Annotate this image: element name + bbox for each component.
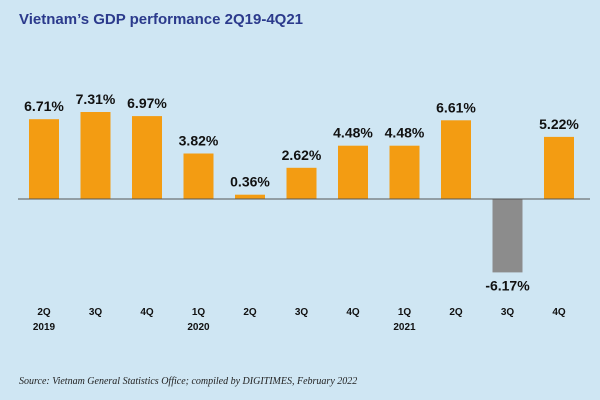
x-tick-label: 1Q bbox=[192, 307, 206, 318]
x-tick-label: 4Q bbox=[140, 307, 154, 318]
bar bbox=[235, 194, 265, 199]
data-label: 5.22% bbox=[539, 116, 579, 132]
x-tick-label: 3Q bbox=[501, 307, 515, 318]
data-label: 4.48% bbox=[333, 125, 373, 141]
bar bbox=[80, 112, 111, 199]
bar bbox=[29, 119, 59, 199]
x-tick-label: 4Q bbox=[346, 307, 360, 318]
bar bbox=[132, 116, 162, 199]
data-label: 0.36% bbox=[230, 174, 270, 190]
bar bbox=[286, 167, 317, 199]
x-tick-label: 2Q bbox=[243, 307, 257, 318]
x-year-label: 2021 bbox=[393, 322, 416, 333]
data-label: 4.48% bbox=[385, 125, 425, 141]
data-label: 3.82% bbox=[179, 133, 219, 149]
data-label: 6.61% bbox=[436, 99, 476, 115]
data-label: 6.71% bbox=[24, 98, 64, 114]
x-tick-label: 2Q bbox=[37, 307, 51, 318]
x-tick-label: 3Q bbox=[295, 307, 309, 318]
x-year-label: 2019 bbox=[33, 322, 56, 333]
data-label: 6.97% bbox=[127, 95, 167, 111]
x-tick-label: 4Q bbox=[552, 307, 566, 318]
bar bbox=[544, 136, 574, 199]
bar bbox=[492, 199, 523, 273]
bar bbox=[389, 145, 420, 199]
source-note: Source: Vietnam General Statistics Offic… bbox=[19, 376, 358, 387]
x-year-label: 2020 bbox=[187, 322, 210, 333]
chart-title: Vietnam’s GDP performance 2Q19-4Q21 bbox=[19, 11, 304, 28]
bar bbox=[441, 120, 471, 199]
data-label: 7.31% bbox=[76, 91, 116, 107]
x-tick-label: 1Q bbox=[398, 307, 412, 318]
x-tick-label: 2Q bbox=[449, 307, 463, 318]
bar bbox=[183, 153, 214, 199]
bar bbox=[338, 145, 368, 199]
data-label: -6.17% bbox=[485, 277, 530, 293]
data-label: 2.62% bbox=[282, 147, 322, 163]
x-tick-label: 3Q bbox=[89, 307, 103, 318]
